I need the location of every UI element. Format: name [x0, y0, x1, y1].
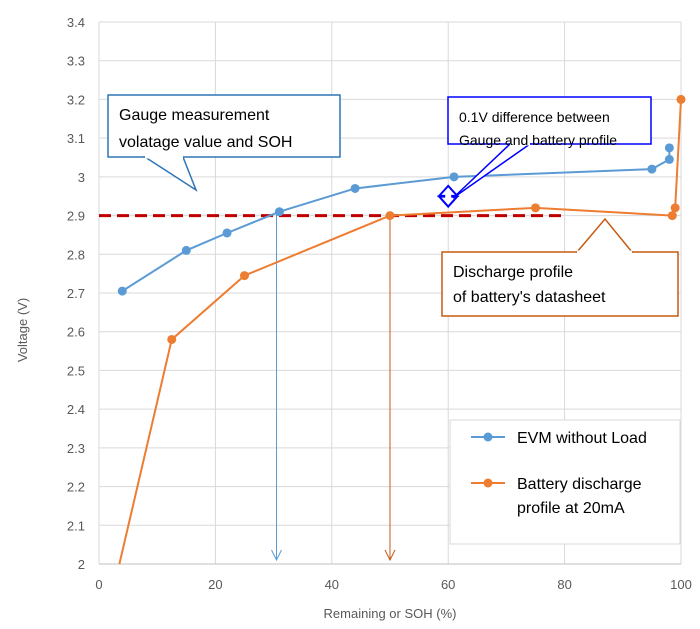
series-2-point	[385, 211, 395, 221]
series-2-point	[670, 203, 680, 213]
series-1-point	[664, 154, 674, 164]
series-1-point	[647, 164, 657, 174]
callout-text-line: Gauge measurement	[119, 107, 270, 124]
legend-label-1: EVM without Load	[517, 430, 647, 447]
series-1-point	[350, 183, 360, 193]
x-tick-label: 100	[670, 577, 692, 592]
series-1-point	[664, 143, 674, 153]
series-2-point	[676, 94, 686, 104]
x-tick-label: 80	[557, 577, 571, 592]
series-2-point	[531, 203, 540, 213]
y-tick-label: 3	[78, 170, 85, 185]
x-axis-label: Remaining or SOH (%)	[324, 606, 457, 621]
difference-marker-layer	[436, 184, 460, 209]
series-2-point	[240, 271, 249, 281]
difference-double-arrow	[436, 184, 460, 209]
y-tick-label: 2.8	[67, 247, 85, 262]
annotation-callout-1: Gauge measurement volatage value and SOH	[107, 94, 341, 192]
vertical-marker-layer	[271, 211, 396, 562]
legend-label-2-line: profile at 20mA	[517, 500, 625, 517]
legend-swatch-marker	[483, 432, 493, 442]
callout-box	[441, 251, 679, 317]
series-1-point	[449, 172, 459, 182]
y-tick-label: 2	[78, 557, 85, 572]
y-tick-label: 2.2	[67, 480, 85, 495]
y-axis-label: Voltage (V)	[15, 298, 30, 362]
callout-text-line: 0.1V difference between	[459, 109, 610, 125]
y-tick-label: 2.4	[67, 402, 85, 417]
y-tick-label: 3.4	[67, 15, 85, 30]
legend-label-2-line: Battery discharge	[517, 476, 642, 493]
legend: EVM without Load Battery discharge profile…	[449, 419, 681, 545]
arrow-head	[384, 549, 396, 562]
callout-text-line: of battery's datasheet	[453, 289, 606, 306]
arrow-head	[271, 549, 282, 562]
callout-text-line: volatage value and SOH	[119, 134, 292, 151]
series-1-point	[274, 207, 284, 217]
annotations-layer: Gauge measurement volatage value and SOH 0…	[107, 94, 679, 317]
legend-label-2: Battery discharge profile at 20mA	[517, 476, 642, 517]
x-tick-label: 40	[325, 577, 339, 592]
series-2-point	[667, 211, 677, 221]
y-tick-label: 2.6	[67, 325, 85, 340]
x-tick-label: 60	[441, 577, 455, 592]
y-tick-label: 2.9	[67, 209, 85, 224]
series-2-point	[167, 334, 177, 344]
callout-box	[107, 94, 341, 158]
x-tick-label: 20	[208, 577, 222, 592]
series-1-point	[222, 228, 232, 238]
series-layer	[117, 94, 686, 565]
x-tick-label: 0	[95, 577, 102, 592]
annotation-callout-2: 0.1V difference between Gauge and battery…	[447, 96, 652, 199]
y-tick-label: 3.2	[67, 92, 85, 107]
y-tick-label: 2.3	[67, 441, 85, 456]
y-tick-label: 3.3	[67, 54, 85, 69]
axes: 2 2.1 2.2 2.3 2.4 2.5 2.6 2.7 2.8 2.9 3 3.1 3.2 3.3 3.…	[67, 15, 692, 592]
annotation-callout-3: Discharge profile of battery's datasheet	[441, 217, 679, 317]
callout-text-line: Gauge and battery profile	[459, 132, 617, 148]
y-tick-label: 2.7	[67, 286, 85, 301]
callout-text-line: Discharge profile	[453, 264, 573, 281]
y-tick-label: 2.5	[67, 363, 85, 378]
series-1-point	[117, 286, 127, 296]
callout-box	[447, 96, 652, 145]
legend-swatch-marker	[483, 478, 493, 488]
series-1-point	[181, 245, 191, 255]
y-tick-label: 2.1	[67, 518, 85, 533]
y-tick-label: 3.1	[67, 131, 85, 146]
